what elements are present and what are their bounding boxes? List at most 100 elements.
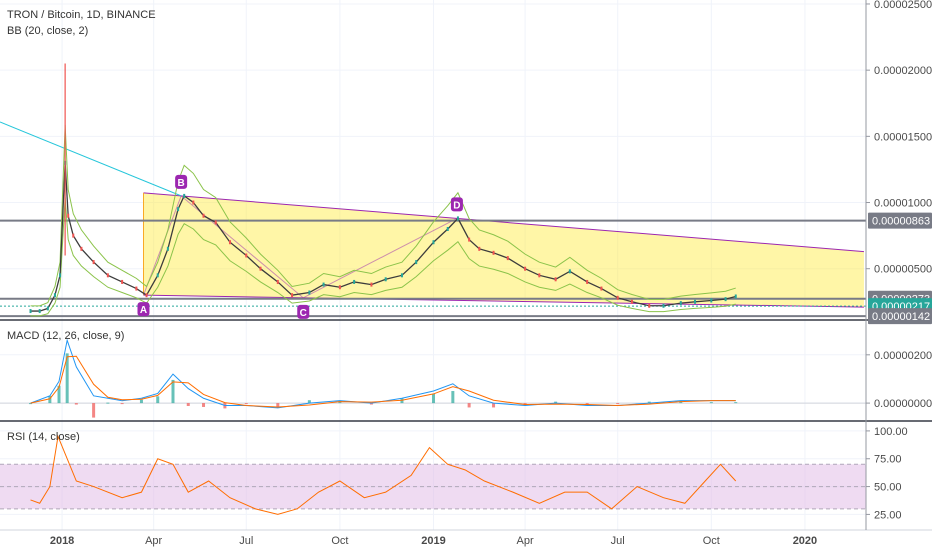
price-candle: [468, 237, 471, 242]
pattern-point-label: A: [140, 305, 147, 316]
macd-histogram-bar: [276, 403, 280, 407]
macd-histogram-bar: [202, 403, 206, 407]
price-candle: [384, 277, 387, 282]
pattern-point-label: B: [178, 178, 185, 189]
price-candle: [492, 250, 495, 255]
time-axis-label: Oct: [331, 535, 348, 547]
price-axis-label: 0.00000500: [874, 264, 932, 276]
series-layer: [29, 63, 738, 515]
macd-histogram-bar: [57, 385, 61, 404]
macd-histogram-bar: [616, 403, 620, 405]
macd-histogram-bar: [432, 393, 436, 404]
price-candle: [662, 303, 665, 308]
macd-histogram-bar: [467, 403, 471, 408]
time-axis-label: 2020: [793, 535, 817, 547]
rsi-indicator-label: RSI (14, close): [7, 431, 80, 443]
price-candle: [478, 246, 481, 251]
price-line: [30, 162, 736, 312]
price-candle: [192, 200, 195, 205]
time-axis-label: 2019: [421, 535, 445, 547]
bollinger-lower: [30, 197, 736, 317]
price-candle: [145, 293, 148, 298]
price-candle: [166, 246, 169, 251]
macd-histogram-bar: [65, 353, 69, 404]
price-candle: [554, 277, 557, 282]
price-candle: [679, 301, 682, 306]
price-candle: [202, 213, 205, 218]
axes: 2018 Apr Jul Oct 2019 Apr Jul Oct 2020 0.00002500…: [50, 0, 932, 547]
pattern-point-badge: [297, 304, 310, 319]
channel-fill: [143, 192, 864, 308]
price-candle: [276, 279, 279, 284]
price-candle: [734, 294, 737, 299]
price-candle: [353, 279, 356, 284]
macd-histogram-bar: [307, 400, 311, 404]
macd-histogram-bar: [186, 403, 190, 406]
channel-upper-line: [143, 192, 865, 253]
macd-histogram-bar: [92, 403, 96, 418]
price-candle: [568, 269, 571, 274]
price-candle: [648, 303, 651, 308]
pattern-connector: [143, 195, 458, 299]
macd-histogram-bar: [244, 403, 248, 405]
price-candle: [29, 309, 32, 314]
bollinger-upper: [30, 124, 736, 307]
price-candle: [400, 273, 403, 278]
price-candle: [322, 282, 325, 287]
price-candle: [135, 286, 138, 291]
price-candle: [228, 240, 231, 245]
price-axis-label: 0.00002000: [874, 65, 932, 77]
price-candle: [308, 290, 311, 295]
price-candle: [53, 293, 56, 298]
price-candle: [214, 220, 217, 225]
price-candle: [724, 297, 727, 302]
macd-histogram-bar: [120, 403, 124, 405]
macd-signal-line: [30, 355, 736, 408]
price-candle: [67, 213, 70, 218]
price-level-badge-text: 0.00000142: [872, 311, 930, 323]
price-candle: [80, 246, 83, 251]
macd-histogram-bar: [171, 379, 175, 404]
price-candle: [156, 273, 159, 278]
time-axis-label: Apr: [145, 535, 162, 547]
price-candle: [524, 266, 527, 271]
price-candle: [538, 273, 541, 278]
pattern-point-label: C: [300, 308, 307, 319]
price-candle: [586, 279, 589, 284]
price-candle: [456, 216, 459, 221]
time-axis-label: Jul: [611, 535, 625, 547]
pattern-point-badge: [137, 302, 150, 317]
grid: [0, 0, 866, 530]
chart-title: TRON / Bitcoin, 1D, BINANCE: [7, 9, 156, 21]
macd-line: [30, 338, 736, 409]
price-candle: [183, 193, 186, 198]
price-candle: [694, 299, 697, 304]
macd-histogram-bar: [29, 403, 33, 405]
price-candle: [59, 273, 62, 278]
rsi-line: [30, 434, 737, 515]
price-axis-label: 75.00: [874, 454, 902, 466]
macd-histogram-bar: [74, 403, 78, 405]
price-axis-label: 0.00002500: [874, 0, 932, 11]
price-axis-label: 100.00: [874, 426, 908, 438]
macd-histogram-bar: [139, 399, 143, 404]
price-candle: [291, 293, 294, 298]
price-axis-label: 0.00000000: [874, 398, 932, 410]
macd-indicator-label: MACD (12, 26, close, 9): [7, 330, 125, 342]
channel-lower-line: [143, 294, 864, 308]
price-level-badge-text: 0.00000863: [872, 216, 930, 228]
price-candle: [259, 266, 262, 271]
price-level-badge: [868, 308, 932, 325]
macd-histogram-bar: [554, 401, 558, 404]
macd-histogram-bar: [492, 403, 496, 408]
macd-histogram-bar: [106, 402, 110, 404]
price-candle: [710, 298, 713, 303]
price-axis-label: 0.00000200: [874, 350, 932, 362]
price-candle: [338, 285, 341, 290]
price-candle: [46, 306, 49, 311]
price-candle: [446, 226, 449, 231]
time-axis-label: Jul: [239, 535, 253, 547]
